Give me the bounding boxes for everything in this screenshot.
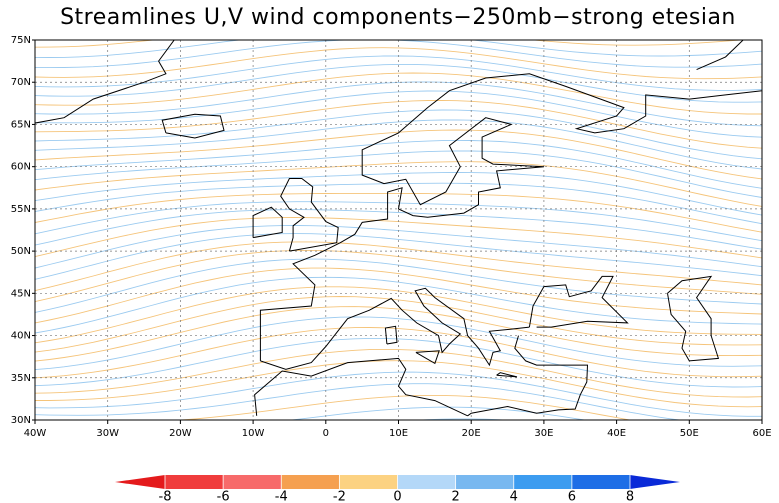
x-tick-label: 30W	[96, 428, 119, 439]
colorbar-box	[223, 475, 282, 489]
coastline	[467, 335, 589, 417]
streamline	[35, 63, 762, 103]
colorbar-box	[571, 475, 630, 489]
streamline	[35, 40, 762, 69]
x-tick-label: 20W	[169, 428, 192, 439]
streamline	[35, 72, 762, 115]
y-tick-label: 50N	[11, 246, 31, 257]
streamline	[21, 442, 777, 468]
colorbar-label: 6	[568, 490, 576, 503]
colorbar-box	[397, 475, 456, 489]
colorbar-box	[339, 475, 398, 489]
streamline	[35, 233, 762, 280]
streamline	[35, 139, 762, 189]
colorbar-extend	[630, 475, 680, 489]
streamlines	[21, 40, 777, 468]
colorbar-extend	[115, 475, 165, 489]
x-tick-label: 40W	[24, 428, 47, 439]
coastline	[528, 275, 629, 328]
colorbar-box	[513, 475, 572, 489]
colorbar-label: 0	[393, 490, 401, 503]
streamline	[35, 296, 762, 353]
x-tick-label: 10E	[389, 428, 408, 439]
title: Streamlines U,V wind components−250mb−st…	[60, 5, 736, 30]
streamline	[35, 276, 762, 334]
coastline	[254, 357, 468, 417]
streamline	[35, 209, 762, 250]
colorbar-label: -8	[159, 490, 172, 503]
streamline	[35, 192, 762, 233]
colorbar-box	[281, 475, 340, 489]
axes: 40W 30W 20W 10W 0 10E 20E 30E 40E 50E 60E 30N 35N 40N…	[11, 35, 772, 439]
x-tick-label: 40E	[607, 428, 626, 439]
streamline	[35, 161, 762, 207]
streamline	[35, 47, 762, 80]
y-tick-label: 75N	[11, 35, 31, 46]
y-tick-label: 40N	[11, 331, 31, 342]
streamline	[35, 201, 762, 242]
streamline	[35, 306, 762, 362]
colorbar-label: 4	[510, 490, 518, 503]
y-tick-label: 45N	[11, 288, 31, 299]
streamline	[35, 348, 762, 398]
coastline	[259, 73, 762, 361]
streamline	[35, 316, 762, 371]
streamline	[35, 172, 762, 216]
colorbar-box	[455, 475, 514, 489]
coastline	[667, 275, 720, 362]
colorbar: -8 -6 -4 -2 0 2 4 6 8	[115, 475, 680, 503]
coastline	[415, 350, 440, 365]
coastlines	[35, 40, 762, 417]
streamline	[35, 327, 762, 379]
streamline	[288, 406, 588, 420]
y-tick-label: 55N	[11, 204, 31, 215]
streamline	[35, 81, 762, 127]
x-tick-label: 50E	[680, 428, 699, 439]
streamline	[35, 40, 747, 48]
colorbar-box	[165, 475, 224, 489]
y-tick-label: 65N	[11, 119, 31, 130]
x-tick-label: 10W	[242, 428, 265, 439]
colorbar-label: 2	[451, 490, 459, 503]
streamline	[35, 129, 762, 180]
streamline	[35, 40, 762, 58]
streamline	[35, 267, 762, 324]
x-tick-label: 0	[323, 428, 329, 439]
streamline	[35, 383, 684, 420]
colorbar-label: -6	[217, 490, 230, 503]
coastline	[260, 287, 530, 370]
coastline	[280, 178, 339, 252]
coastline	[496, 372, 518, 378]
y-tick-label: 60N	[11, 162, 31, 173]
y-tick-label: 35N	[11, 373, 31, 384]
streamline	[35, 150, 762, 198]
coastline	[161, 113, 225, 139]
x-tick-label: 30E	[534, 428, 553, 439]
colorbar-label: 8	[626, 490, 634, 503]
streamline	[35, 182, 762, 225]
y-tick-label: 70N	[11, 77, 31, 88]
colorbar-label: -2	[333, 490, 346, 503]
y-tick-label: 30N	[11, 415, 31, 426]
coastline	[252, 206, 283, 239]
colorbar-label: -4	[275, 490, 288, 503]
coastline	[696, 40, 744, 71]
streamline	[35, 241, 762, 292]
x-tick-label: 20E	[462, 428, 481, 439]
coastline	[35, 40, 175, 124]
x-tick-label: 60E	[752, 428, 771, 439]
coastline	[384, 325, 398, 345]
streamline	[35, 337, 762, 388]
streamline	[35, 371, 762, 417]
